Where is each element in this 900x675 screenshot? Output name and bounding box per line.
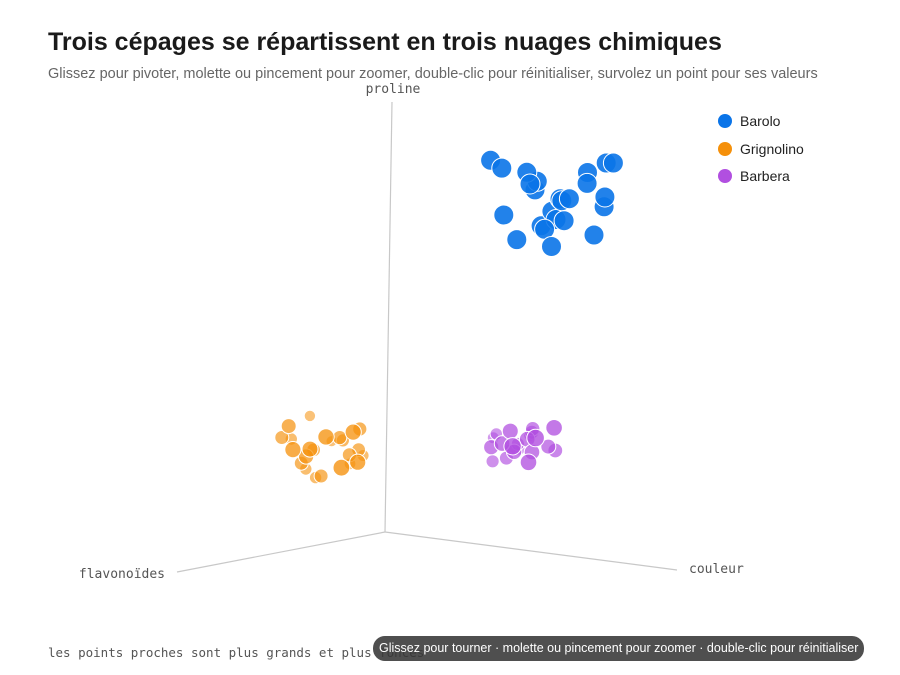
point-grignolino-13[interactable] (313, 468, 329, 484)
point-barolo-11[interactable] (553, 210, 575, 232)
point-barbera-21[interactable] (503, 437, 522, 456)
proline-axis-label: proline (366, 82, 421, 97)
point-grignolino-15[interactable] (332, 458, 351, 477)
point-barolo-13[interactable] (594, 186, 616, 208)
legend-label-barolo: Barolo (740, 113, 781, 129)
point-barbera-18[interactable] (540, 438, 557, 455)
point-grignolino-5[interactable] (301, 440, 319, 458)
point-grignolino-10[interactable] (349, 453, 367, 471)
interaction-hint-toast: Glissez pour tourner · molette ou pincem… (373, 636, 865, 661)
point-barolo-8[interactable] (558, 188, 580, 210)
legend-swatch-grignolino (718, 141, 732, 156)
point-barbera-6[interactable] (519, 453, 538, 472)
point-barbera-3[interactable] (501, 422, 519, 440)
point-barbera-15[interactable] (526, 428, 545, 448)
point-grignolino-20[interactable] (344, 423, 362, 441)
flavonoides-axis-label: flavonoïdes (79, 567, 165, 582)
legend-item-barbera[interactable]: Barbera (718, 165, 804, 187)
depth-footnote: les points proches sont plus grands et p… (48, 645, 425, 660)
point-barolo-20[interactable] (541, 236, 562, 257)
legend-item-barolo[interactable]: Barolo (718, 110, 804, 132)
point-grignolino-14[interactable] (303, 409, 317, 423)
legend-label-barbera: Barbera (740, 168, 790, 184)
point-grignolino-9[interactable] (280, 418, 297, 435)
data-points-layer[interactable] (274, 149, 624, 485)
legend: Barolo Grignolino Barbera (718, 110, 804, 193)
flavonoides-axis-line (176, 531, 386, 573)
point-grignolino-23[interactable] (284, 441, 302, 459)
point-barolo-9[interactable] (506, 229, 528, 251)
couleur-axis-label: couleur (689, 562, 744, 577)
point-barolo-15[interactable] (491, 157, 513, 179)
point-barbera-9[interactable] (545, 419, 563, 437)
chart-subtitle: Glissez pour pivoter, molette ou pinceme… (48, 66, 818, 82)
point-grignolino-19[interactable] (274, 430, 290, 445)
proline-axis-line (384, 101, 393, 533)
point-barolo-12[interactable] (493, 204, 515, 226)
couleur-axis-line (384, 531, 678, 571)
point-barolo-23[interactable] (576, 172, 598, 194)
point-barbera-10[interactable] (485, 454, 500, 469)
point-barolo-16[interactable] (583, 224, 605, 246)
point-barolo-6[interactable] (519, 173, 541, 195)
chart-title: Trois cépages se répartissent en trois n… (48, 28, 722, 56)
legend-swatch-barolo (718, 114, 732, 128)
point-barolo-5[interactable] (602, 152, 624, 174)
legend-item-grignolino[interactable]: Grignolino (718, 138, 804, 160)
legend-label-grignolino: Grignolino (740, 140, 804, 157)
point-grignolino-11[interactable] (317, 428, 335, 446)
legend-swatch-barbera (718, 169, 732, 183)
